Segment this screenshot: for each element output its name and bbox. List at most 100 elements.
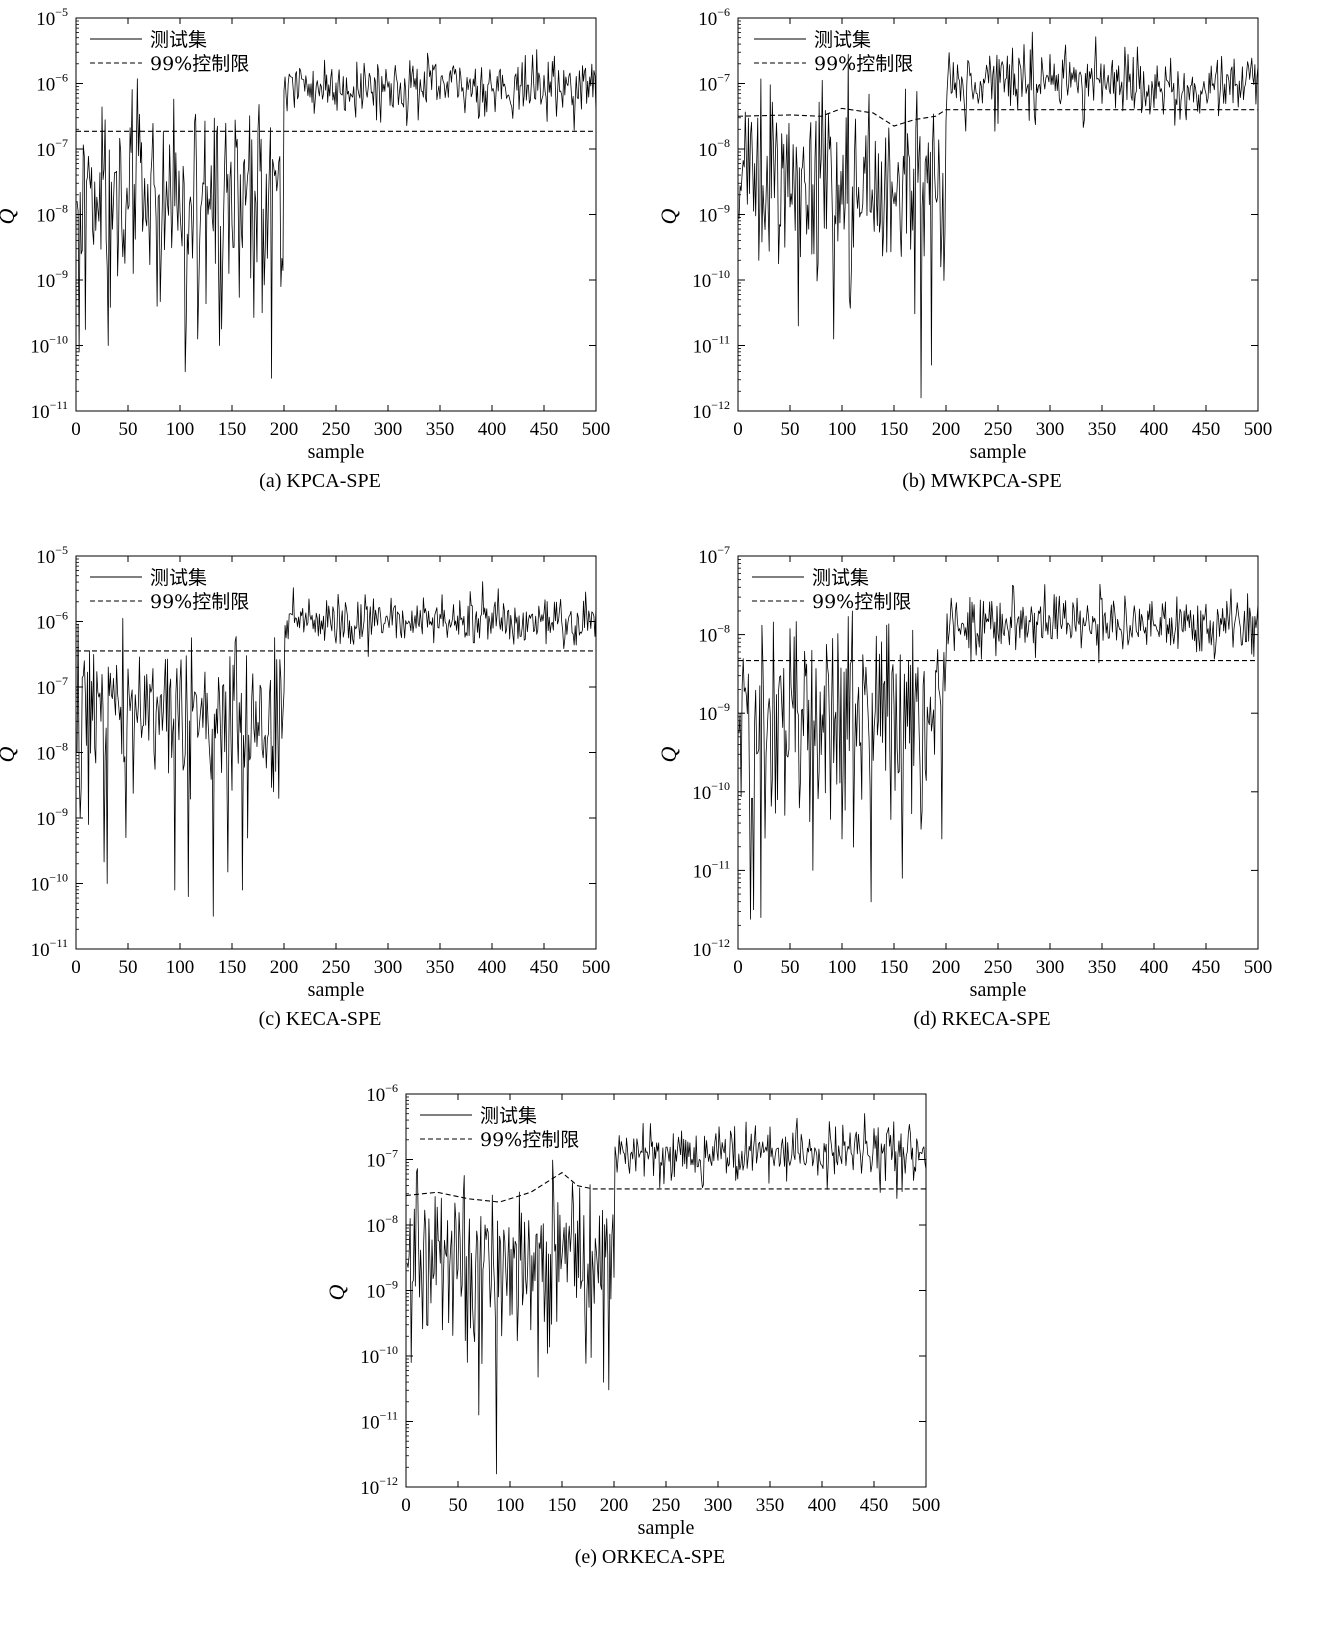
x-tick-label: 400 (478, 419, 507, 440)
y-tick-label: 10−10 (360, 1343, 398, 1368)
x-tick-label: 350 (1088, 419, 1117, 440)
y-tick-label: 10−11 (693, 333, 730, 358)
legend-label: 99%控制限 (814, 53, 913, 75)
legend-label: 测试集 (812, 567, 869, 589)
plot-area: 0 50 100 150 200 250 300 350 400 450 500 10−12 10−11… (656, 543, 1272, 1001)
x-tick-label: 50 (119, 419, 138, 440)
chart-caption-c: (c) KECA-SPE (258, 1008, 382, 1030)
legend-label: 99%控制限 (812, 591, 911, 613)
x-tick-label: 150 (218, 957, 247, 978)
series-group (76, 49, 596, 379)
y-tick-label: 10−6 (698, 5, 730, 30)
test-set-line (406, 1113, 926, 1475)
x-tick-label: 200 (932, 957, 961, 978)
chart-svg-d: 0 50 100 150 200 250 300 350 400 450 500 10−12 10−11… (656, 543, 1272, 1001)
y-tick-label: 10−8 (36, 740, 68, 765)
x-tick-label: 150 (548, 1495, 577, 1516)
x-tick-label: 100 (166, 419, 195, 440)
x-tick-label: 200 (600, 1495, 629, 1516)
x-tick-label: 500 (1244, 957, 1273, 978)
test-set-line (76, 49, 596, 379)
x-axis-label: sample (308, 979, 365, 1001)
legend-label: 测试集 (150, 29, 207, 51)
plot-frame (405, 1093, 927, 1488)
series-group (406, 1113, 926, 1475)
x-tick-label: 150 (880, 957, 909, 978)
y-tick-label: 10−8 (698, 136, 730, 161)
x-axis-label: sample (970, 441, 1027, 463)
y-tick-label: 10−6 (36, 71, 68, 96)
plot-frame (737, 17, 1259, 412)
y-tick-label: 10−10 (30, 871, 68, 896)
x-axis-label: sample (970, 979, 1027, 1001)
y-tick-label: 10−10 (30, 333, 68, 358)
y-axis-label: Q (656, 746, 681, 762)
x-tick-label: 450 (1192, 419, 1221, 440)
x-tick-label: 450 (530, 419, 559, 440)
series-group (76, 581, 596, 917)
y-tick-label: 10−11 (693, 857, 730, 882)
y-tick-label: 10−7 (36, 674, 68, 699)
x-tick-label: 400 (808, 1495, 837, 1516)
x-tick-label: 250 (984, 419, 1013, 440)
x-tick-label: 200 (932, 419, 961, 440)
y-tick-label: 10−7 (366, 1147, 398, 1172)
x-tick-label: 350 (426, 419, 455, 440)
x-tick-label: 200 (270, 419, 299, 440)
chart-caption-d: (d) RKECA-SPE (913, 1008, 1051, 1030)
x-tick-label: 500 (582, 419, 611, 440)
y-tick-label: 10−9 (36, 267, 68, 292)
x-tick-label: 450 (860, 1495, 889, 1516)
x-tick-label: 250 (652, 1495, 681, 1516)
x-tick-label: 100 (828, 419, 857, 440)
control-limit-line (406, 1172, 926, 1203)
legend-label: 测试集 (480, 1105, 537, 1127)
y-tick-label: 10−6 (36, 609, 68, 634)
chart-panel-c: 0 50 100 150 200 250 300 350 400 450 500 10−11 10−10… (0, 538, 640, 1038)
chart-svg-a: 0 50 100 150 200 250 300 350 400 450 500 10−11 10−10… (0, 5, 611, 463)
y-tick-label: 10−7 (36, 136, 68, 161)
chart-svg-e: 0 50 100 150 200 250 300 350 400 450 500 10−12 10−11… (324, 1081, 941, 1539)
chart-panel-d: 0 50 100 150 200 250 300 350 400 450 500 10−12 10−11… (656, 538, 1302, 1038)
x-axis-label: sample (638, 1517, 695, 1539)
test-set-line (738, 31, 1258, 399)
x-tick-label: 300 (704, 1495, 733, 1516)
x-tick-label: 100 (496, 1495, 525, 1516)
x-tick-label: 250 (984, 957, 1013, 978)
y-tick-label: 10−11 (31, 398, 68, 423)
y-tick-label: 10−11 (31, 936, 68, 961)
legend-label: 99%控制限 (150, 591, 249, 613)
x-tick-label: 350 (756, 1495, 785, 1516)
x-tick-label: 500 (912, 1495, 941, 1516)
x-axis-label: sample (308, 441, 365, 463)
x-tick-label: 350 (426, 957, 455, 978)
y-tick-label: 10−5 (36, 5, 68, 30)
y-tick-label: 10−9 (36, 805, 68, 830)
y-tick-label: 10−12 (692, 936, 730, 961)
y-tick-label: 10−10 (692, 779, 730, 804)
x-tick-label: 400 (1140, 419, 1169, 440)
y-tick-label: 10−9 (698, 700, 730, 725)
x-tick-label: 0 (733, 957, 743, 978)
y-tick-label: 10−12 (692, 398, 730, 423)
y-tick-label: 10−12 (360, 1474, 398, 1499)
legend-label: 测试集 (814, 29, 871, 51)
legend-label: 测试集 (150, 567, 207, 589)
legend-label: 99%控制限 (480, 1129, 579, 1151)
plot-frame (737, 555, 1259, 950)
y-tick-label: 10−8 (698, 622, 730, 647)
x-tick-label: 150 (218, 419, 247, 440)
y-tick-label: 10−8 (366, 1212, 398, 1237)
legend-label: 99%控制限 (150, 53, 249, 75)
x-tick-label: 100 (828, 957, 857, 978)
x-tick-label: 450 (530, 957, 559, 978)
x-tick-label: 250 (322, 419, 351, 440)
chart-panel-a: 0 50 100 150 200 250 300 350 400 450 500 10−11 10−10… (0, 0, 640, 500)
x-tick-label: 450 (1192, 957, 1221, 978)
chart-caption-a: (a) KPCA-SPE (259, 470, 381, 492)
x-tick-label: 50 (449, 1495, 468, 1516)
